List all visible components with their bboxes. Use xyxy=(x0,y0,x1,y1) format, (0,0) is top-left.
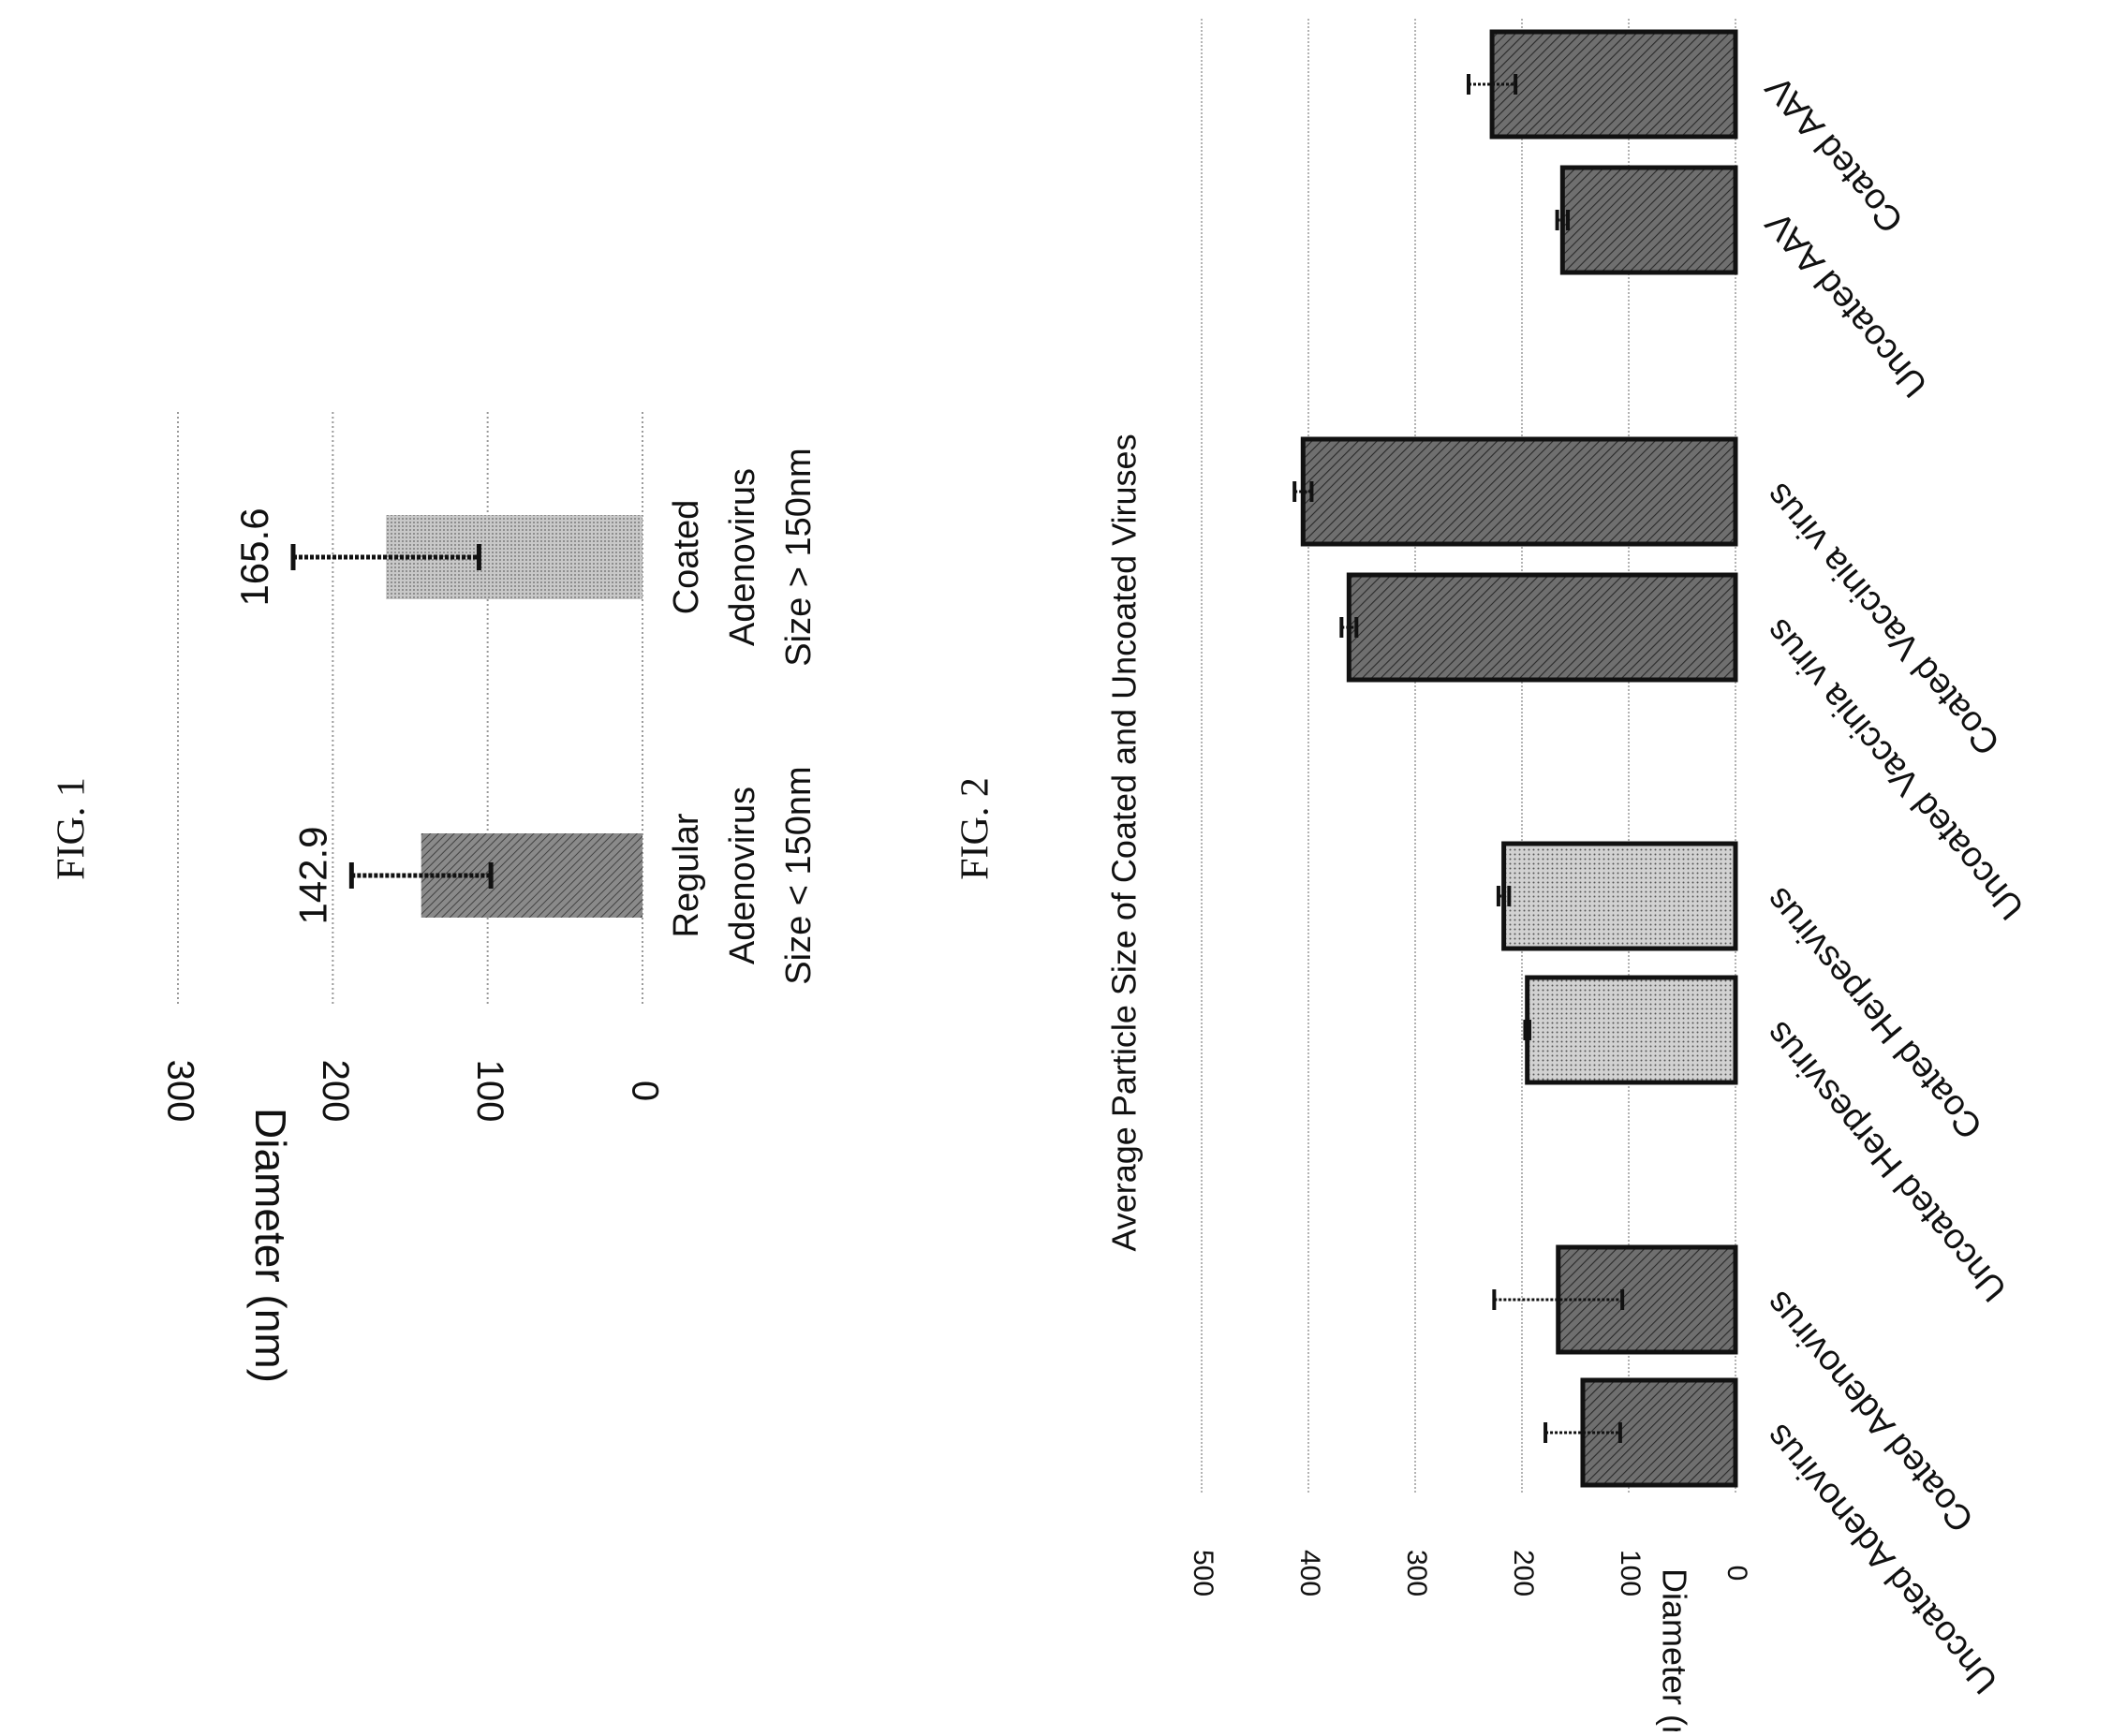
fig2-bar xyxy=(1501,841,1738,951)
fig1-category-label: Adenovirus xyxy=(723,468,762,646)
fig2-bar xyxy=(1580,1377,1738,1488)
fig2-bar xyxy=(1489,29,1738,140)
fig1-category-label: Regular xyxy=(667,813,706,937)
fig1-bars xyxy=(386,515,642,918)
fig1-category-label: Adenovirus xyxy=(723,787,762,964)
fig2-category-label: Coated Herpesvirus xyxy=(1758,880,1990,1146)
fig2-category-label: Coated Adenovirus xyxy=(1758,1284,1982,1539)
fig1-y-axis-label: Diameter (nm) xyxy=(246,1108,295,1383)
fig1-bar xyxy=(421,833,642,918)
fig2-bar xyxy=(1556,1244,1738,1355)
fig1-figure-label: FIG. 1 xyxy=(51,777,94,880)
fig2-bar xyxy=(1346,572,1738,683)
fig2-y-tick-label: 0 xyxy=(1721,1566,1752,1582)
fig1-category-label: Size < 150nm xyxy=(779,766,819,984)
fig2-chart-title: Average Particle Size of Coated and Unco… xyxy=(1105,434,1144,1251)
fig2-category-label: Coated Vaccinia virus xyxy=(1758,476,2008,762)
fig1-data-label: 142.9 xyxy=(290,826,334,924)
fig1-data-labels: 142.9 165.6 xyxy=(232,508,334,924)
fig2-y-tick-label: 400 xyxy=(1294,1550,1325,1596)
fig1-data-label: 165.6 xyxy=(232,508,276,606)
fig2-y-tick-label: 200 xyxy=(1508,1550,1539,1596)
fig2-chart: 500 400 300 200 100 0 Uncoated AdenovirusCoat… xyxy=(954,19,2032,1736)
fig2-y-tick-label: 500 xyxy=(1188,1550,1218,1596)
fig1-chart: 300 200 100 0 142.9 165.6 Regular Adenovirus S… xyxy=(51,412,819,1383)
fig2-bar xyxy=(1525,975,1738,1085)
fig1-category-label: Size > 150nm xyxy=(779,448,819,666)
fig2-category-label: Uncoated Adenovirus xyxy=(1758,1417,2005,1701)
fig1-error-bars xyxy=(290,544,494,889)
fig1-gridlines xyxy=(177,412,643,1007)
fig1-y-tick-label: 0 xyxy=(624,1081,665,1101)
fig2-figure-label: FIG. 2 xyxy=(954,777,997,880)
fig2-error-bars xyxy=(1292,74,1625,1443)
fig1-y-tick-label: 200 xyxy=(315,1060,356,1123)
fig2-y-axis-label: Diameter (nm) xyxy=(1655,1568,1693,1731)
fig2-y-tick-label: 300 xyxy=(1401,1550,1432,1596)
fig2-category-label: Uncoated AAV xyxy=(1758,203,1936,405)
fig2-bar xyxy=(1559,165,1738,275)
fig1-y-tick-labels: 300 200 100 0 xyxy=(159,1060,665,1123)
fig1-y-tick-label: 300 xyxy=(159,1060,200,1123)
fig1-category-label: Coated xyxy=(667,500,706,615)
fig1-y-tick-label: 100 xyxy=(469,1060,510,1123)
fig1-category-labels: Regular Adenovirus Size < 150nm Coated Adeno… xyxy=(667,448,819,984)
fig2-bars xyxy=(1300,29,1738,1488)
fig2-y-tick-labels: 500 400 300 200 100 0 xyxy=(1188,1550,1752,1596)
fig2-bar xyxy=(1300,436,1738,547)
fig2-y-tick-label: 100 xyxy=(1615,1550,1646,1596)
